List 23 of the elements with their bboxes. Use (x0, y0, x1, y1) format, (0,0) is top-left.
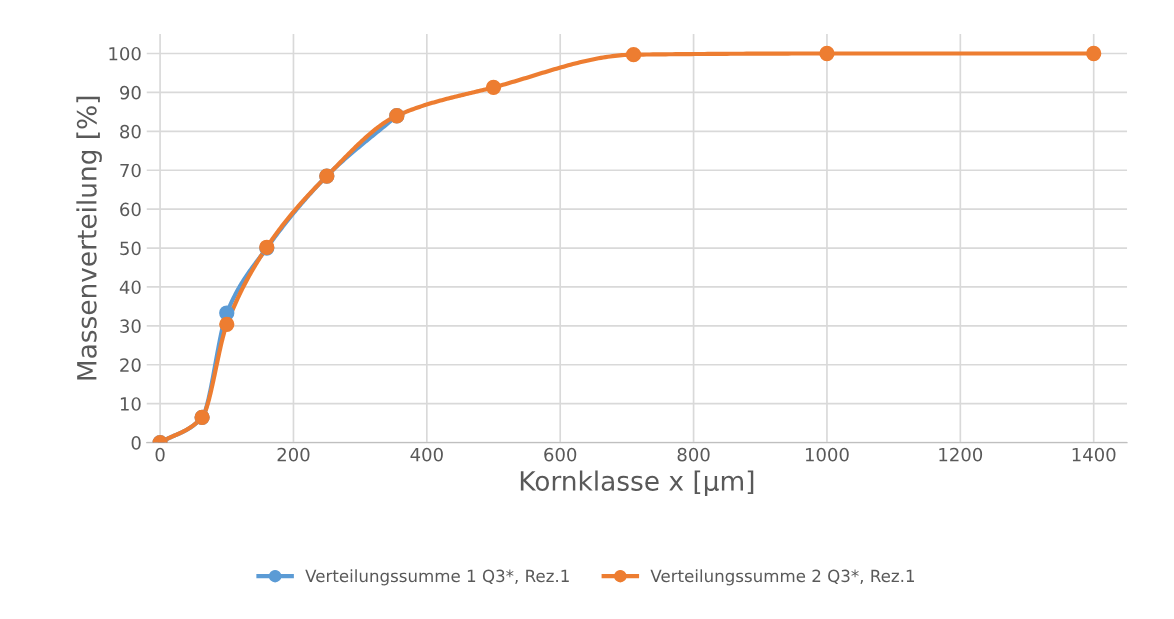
x-tick-label: 1400 (1072, 447, 1116, 462)
y-tick-label: 70 (120, 163, 141, 178)
y-tick-label: 10 (120, 397, 141, 411)
y-tick-label: 100 (109, 46, 141, 61)
legend-label: Verteilungssumme 2 Q3*, Rez.1 (650, 569, 915, 586)
x-tick-label: 200 (277, 447, 310, 462)
y-tick-label: 0 (131, 436, 141, 450)
x-tick-label: 1000 (805, 447, 849, 462)
x-tick-label: 1200 (939, 447, 983, 462)
y-tick-label: 50 (120, 241, 141, 256)
y-tick-label: 90 (120, 85, 141, 100)
y-tick-label: 40 (119, 280, 141, 295)
y-tick-label: 30 (120, 319, 141, 333)
y-tick-label: 60 (120, 202, 141, 217)
y-tick-label: 20 (120, 358, 141, 372)
y-tick-label: 80 (120, 124, 141, 139)
y-axis-title: Massenverteilung [%] (76, 96, 102, 380)
x-tick-label: 600 (544, 447, 577, 462)
x-axis-title: Kornklasse x [µm] (520, 470, 754, 497)
x-tick-label: 0 (155, 447, 165, 462)
x-tick-label: 400 (410, 447, 443, 462)
legend-label: Verteilungssumme 1 Q3*, Rez.1 (305, 569, 569, 586)
x-tick-label: 800 (677, 447, 710, 462)
